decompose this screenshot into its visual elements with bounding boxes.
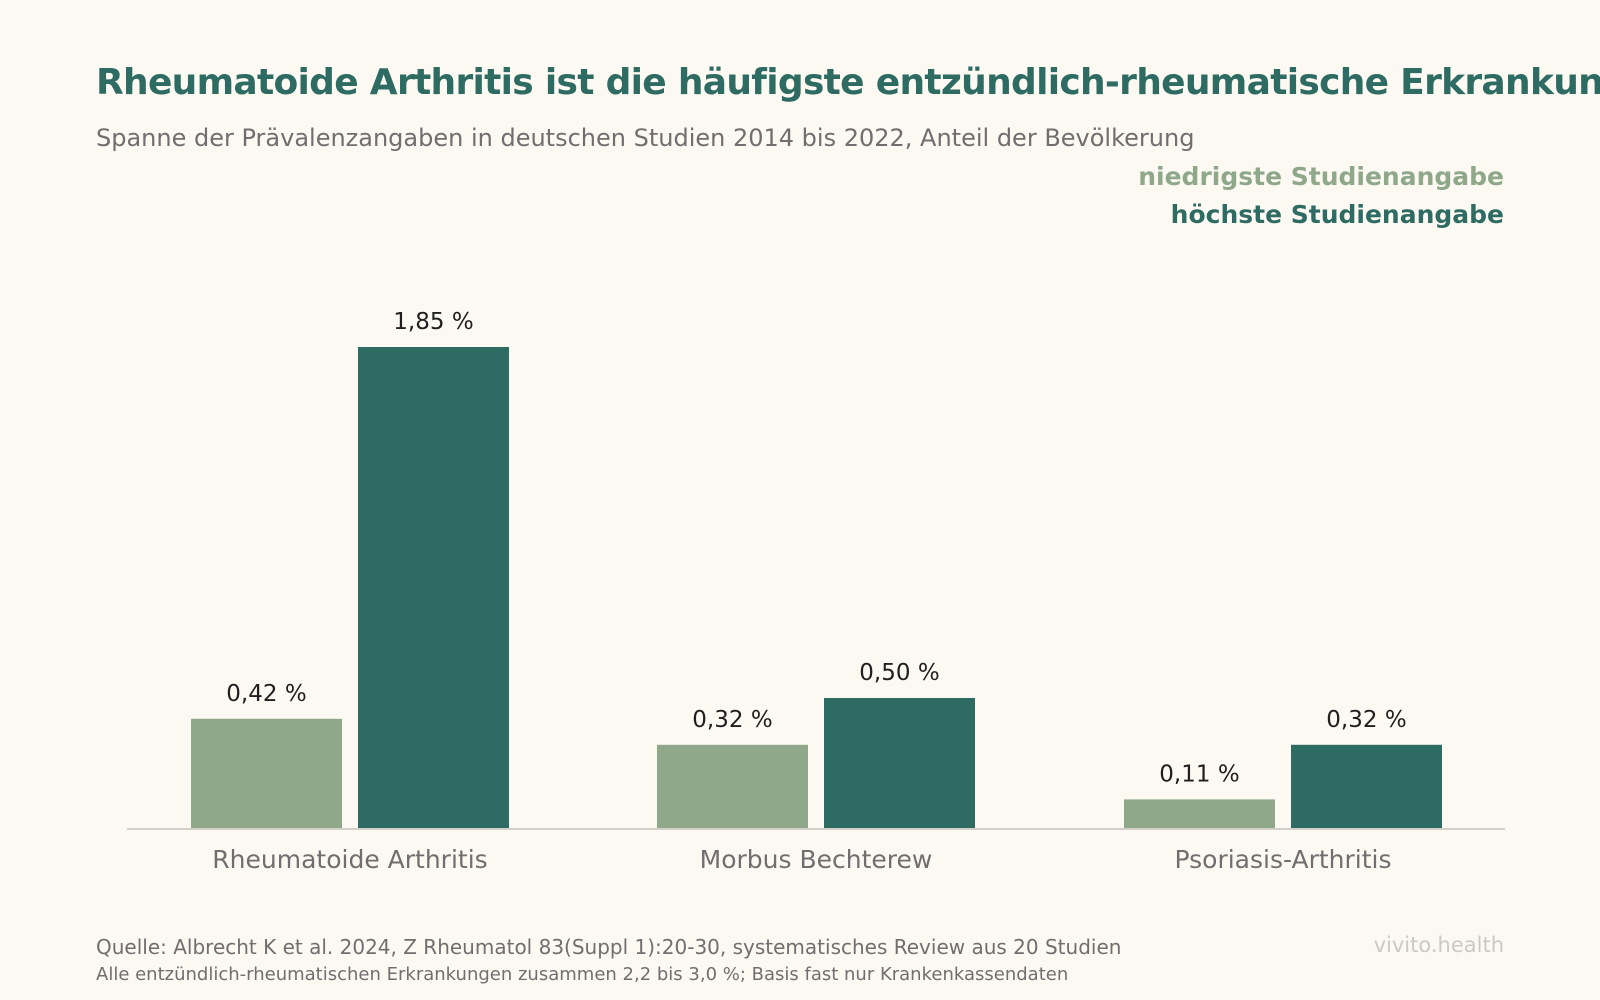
footer: Quelle: Albrecht K et al. 2024, Z Rheuma…: [96, 933, 1121, 989]
legend-item-highest: höchste Studienangabe: [1170, 200, 1504, 229]
source-text: Quelle: Albrecht K et al. 2024, Z Rheuma…: [96, 935, 1122, 959]
bar-psoriasis-arthritis-highest: [1291, 744, 1442, 828]
bar-rheumatoide-arthritis-lowest: [191, 718, 342, 828]
legend: niedrigste Studienangabe höchste Studien…: [1138, 158, 1504, 234]
bar-morbus-bechterew-highest: [824, 698, 975, 828]
data-label-rheumatoide-arthritis-lowest: 0,42 %: [226, 681, 306, 707]
bar-morbus-bechterew-lowest: [657, 744, 808, 828]
footnote-text: Alle entzündlich-rheumatischen Erkrankun…: [96, 964, 1069, 985]
data-label-morbus-bechterew-highest: 0,50 %: [859, 660, 939, 686]
category-label-rheumatoide-arthritis: Rheumatoide Arthritis: [212, 845, 487, 874]
category-label-morbus-bechterew: Morbus Bechterew: [700, 845, 933, 874]
legend-item-lowest: niedrigste Studienangabe: [1138, 162, 1504, 191]
data-label-rheumatoide-arthritis-highest: 1,85 %: [393, 309, 473, 335]
chart-subtitle: Spanne der Prävalenzangaben in deutschen…: [96, 124, 1195, 152]
data-label-psoriasis-arthritis-lowest: 0,11 %: [1159, 761, 1239, 787]
data-label-psoriasis-arthritis-highest: 0,32 %: [1326, 707, 1406, 733]
brand-logo-text: vivito.health: [1373, 933, 1504, 957]
bar-rheumatoide-arthritis-highest: [358, 347, 509, 828]
bar-psoriasis-arthritis-lowest: [1124, 799, 1275, 828]
category-label-psoriasis-arthritis: Psoriasis-Arthritis: [1175, 845, 1392, 874]
data-label-morbus-bechterew-lowest: 0,32 %: [692, 707, 772, 733]
chart-title: Rheumatoide Arthritis ist die häufigste …: [96, 62, 1600, 103]
